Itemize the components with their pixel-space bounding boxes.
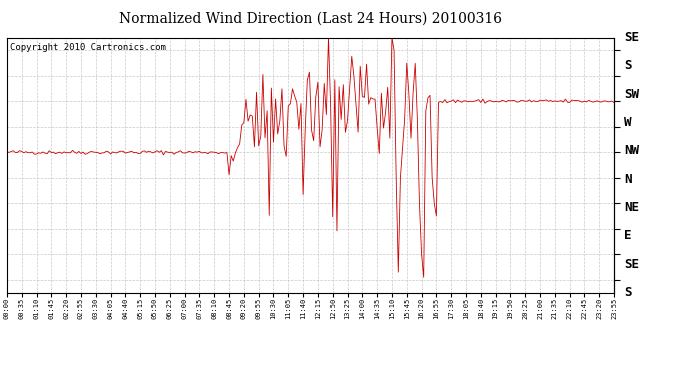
- Text: Copyright 2010 Cartronics.com: Copyright 2010 Cartronics.com: [10, 43, 166, 52]
- Text: E: E: [624, 230, 632, 242]
- Text: SE: SE: [624, 31, 640, 44]
- Text: SW: SW: [624, 88, 640, 100]
- Text: W: W: [624, 116, 632, 129]
- Text: S: S: [624, 59, 632, 72]
- Text: N: N: [624, 172, 632, 186]
- Text: NE: NE: [624, 201, 640, 214]
- Text: NW: NW: [624, 144, 640, 158]
- Text: S: S: [624, 286, 632, 299]
- Text: Normalized Wind Direction (Last 24 Hours) 20100316: Normalized Wind Direction (Last 24 Hours…: [119, 11, 502, 25]
- Text: SE: SE: [624, 258, 640, 271]
